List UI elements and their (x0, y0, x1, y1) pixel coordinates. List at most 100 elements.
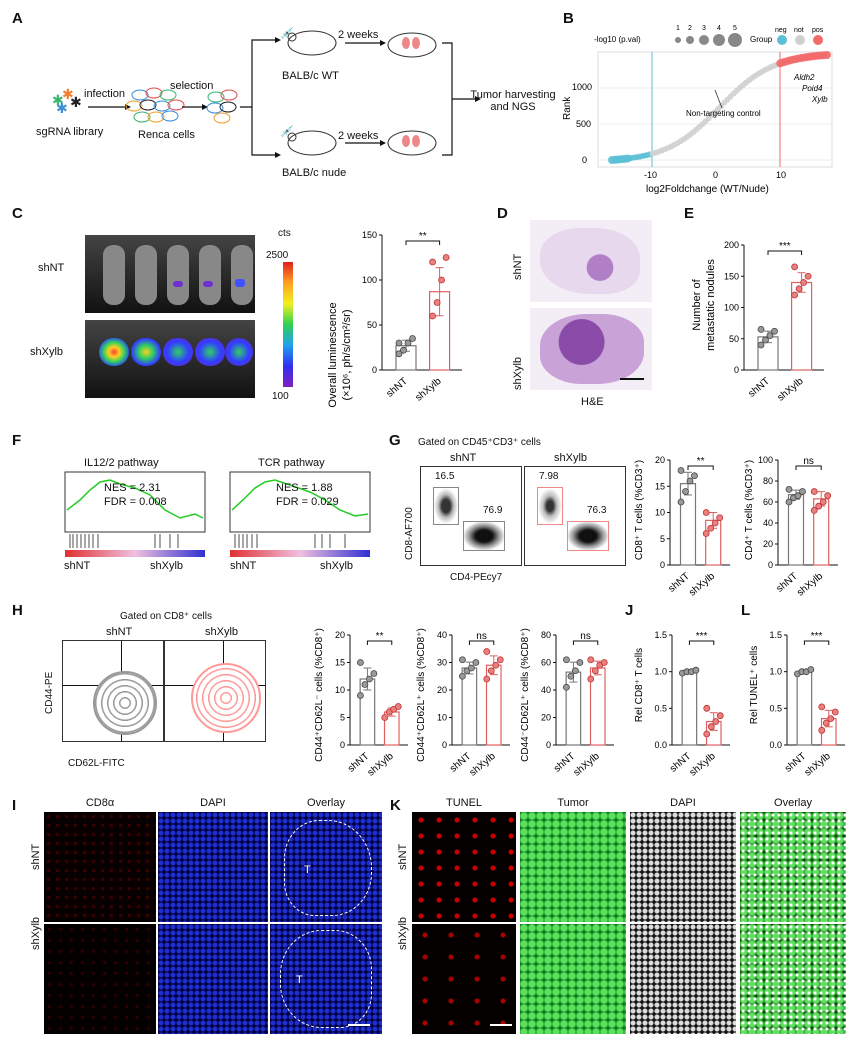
significance-label: *** (811, 631, 823, 642)
significance-bracket (795, 465, 822, 470)
b-ytick-0: 0 (582, 155, 587, 165)
data-point (804, 272, 812, 280)
data-point (576, 659, 584, 666)
cts-label: cts (278, 228, 291, 239)
data-point (815, 502, 823, 510)
overlay-image-shnt: T (270, 812, 382, 922)
data-point (819, 498, 827, 506)
data-point (686, 477, 694, 485)
flow-plot-g-shxylb: 7.98 76.3 (524, 466, 626, 566)
renca-cells-icon (125, 87, 185, 123)
y-tick-label: 60 (763, 497, 773, 507)
y-tick-label: 40 (437, 630, 447, 640)
data-point (357, 692, 364, 699)
overlay-image-shxylb: T (270, 924, 382, 1034)
b-ytick-2: 1000 (572, 82, 592, 92)
f-title-2: TCR pathway (258, 457, 325, 469)
y-tick-label: 40 (763, 518, 773, 528)
data-point (818, 703, 826, 711)
data-point (483, 648, 491, 655)
svg-text:✱: ✱ (52, 92, 64, 108)
rank-point (823, 51, 831, 59)
e-ylabel-2: metastatic nodules (705, 259, 717, 351)
b-xtick-0: -10 (644, 170, 657, 180)
y-tick-label: 10 (335, 685, 345, 695)
svg-text:3: 3 (702, 25, 706, 32)
panel-label-d: D (497, 205, 508, 222)
svg-text:✱: ✱ (70, 94, 82, 110)
rank-gradient-1 (65, 550, 205, 557)
x-tick-label: shXylb (366, 751, 396, 779)
significance-label: *** (779, 241, 791, 252)
y-tick-label: 0 (734, 365, 739, 375)
non-targeting-annotation: Non-targeting control (686, 109, 761, 118)
y-tick-label: 100 (724, 303, 739, 313)
panel-label-e: E (684, 205, 695, 222)
data-point (394, 703, 402, 710)
y-tick-label: 5 (660, 534, 665, 544)
y-tick-label: 5 (340, 713, 345, 723)
y-tick-label: 20 (437, 685, 447, 695)
k-col-tumor: Tumor (557, 797, 589, 809)
data-point (472, 659, 480, 666)
y-tick-label: 0 (442, 740, 447, 750)
group-legend: neg not pos (775, 27, 824, 45)
svg-text:1: 1 (676, 25, 680, 32)
y-tick-label: 0.0 (769, 740, 782, 750)
x-tick-label: shXylb (413, 376, 443, 404)
f-fdr-2: FDR = 0.029 (276, 496, 339, 508)
data-point (366, 675, 373, 683)
i-col-dapi: DAPI (200, 797, 226, 809)
scale-max: 2500 (266, 250, 289, 261)
panel-a-schematic: ✱ ✱ ✱ ✱ 💉 (52, 27, 481, 158)
tumor-image-shxylb (520, 924, 626, 1034)
mouse-nude-lung-icon (387, 130, 437, 156)
b-ylabel: Rank (562, 96, 573, 120)
data-point (810, 507, 818, 514)
tumor-image-shnt (520, 812, 626, 922)
scale-min: 100 (272, 391, 289, 402)
ivis-image-shxylb (85, 320, 255, 398)
significance-bracket (688, 640, 715, 645)
panel-label-c: C (12, 205, 23, 222)
data-point (711, 519, 719, 527)
mouse-wt-lung-icon (387, 32, 437, 58)
weeks-bottom-label: 2 weeks (338, 130, 379, 142)
panel-l-bar-chart: Rel TUNEL⁺ cells 0.00.51.01.5shNTshXylb*… (749, 630, 845, 779)
y-tick-label: 0 (372, 365, 377, 375)
overlay-k-image-shnt (740, 812, 846, 922)
svg-text:5: 5 (733, 25, 737, 32)
data-point (409, 335, 416, 342)
y-tick-label: 100 (758, 455, 773, 465)
h-xlabel: CD62L-FITC (68, 758, 125, 769)
data-point (400, 346, 407, 354)
flow-plot-h-shxylb (164, 640, 266, 742)
significance-bracket (405, 240, 441, 245)
panel-label-f: F (12, 432, 22, 449)
l-ylabel: Rel TUNEL⁺ cells (749, 646, 760, 724)
data-point (682, 488, 689, 495)
x-tick-label: shXylb (803, 751, 833, 779)
data-point (702, 509, 710, 516)
he-image-shnt (530, 220, 652, 302)
svg-text:4: 4 (717, 25, 721, 32)
data-point (442, 254, 450, 261)
b-xlabel: log2Foldchange (WT/Nude) (646, 184, 769, 195)
i-row-shxylb: shXylb (30, 916, 42, 950)
hit-ticks (69, 534, 346, 548)
i-row-shnt: shNT (30, 843, 42, 870)
data-point (492, 661, 500, 669)
data-point (807, 666, 815, 673)
y-tick-label: 1.5 (654, 630, 667, 640)
b-xtick-1: 0 (713, 170, 718, 180)
bar-shNT (565, 671, 582, 746)
f-right-2: shXylb (320, 560, 354, 572)
y-tick-label: 20 (655, 455, 665, 465)
svg-text:✱: ✱ (56, 100, 68, 116)
data-point (433, 299, 441, 306)
i-col-cd8: CD8α (85, 797, 115, 809)
bar-shNT (787, 494, 805, 566)
panel-label-k: K (390, 797, 401, 814)
svg-text:💉: 💉 (280, 27, 294, 40)
size-legend-title: -log10 (p.val) (594, 35, 641, 44)
